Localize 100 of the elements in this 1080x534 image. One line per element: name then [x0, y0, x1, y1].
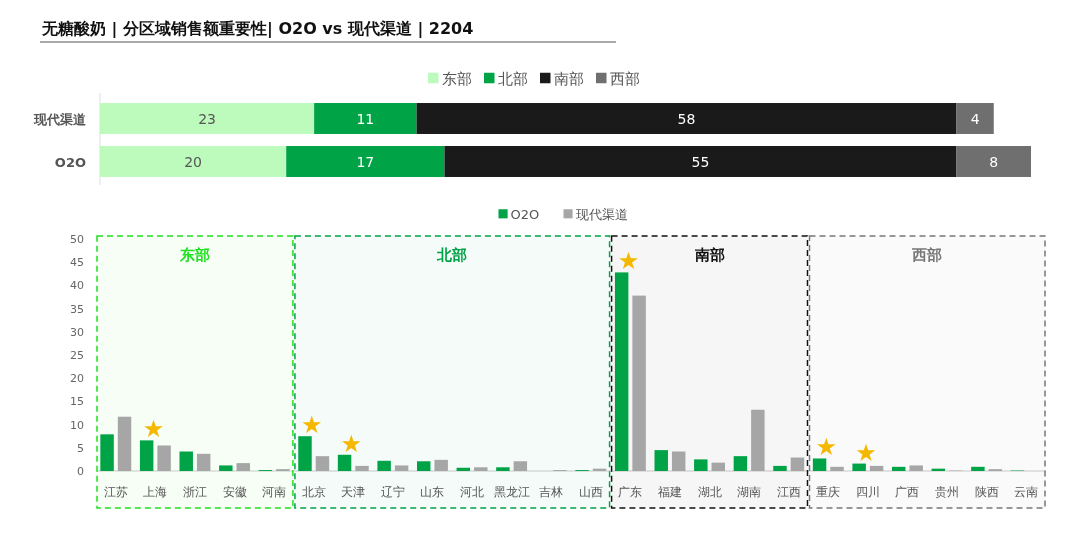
bar [892, 466, 906, 471]
x-tick-label: 安徽 [222, 485, 247, 499]
x-tick-label: 上海 [143, 485, 168, 499]
bar [694, 459, 708, 471]
x-tick-label: 四川 [855, 485, 880, 499]
bar [434, 459, 448, 471]
y-tick-label: 0 [77, 465, 84, 478]
x-tick-label: 江苏 [103, 485, 128, 499]
band-label: 东部 [178, 246, 210, 264]
x-tick-label: 陕西 [974, 485, 999, 499]
x-tick-label: 云南 [1014, 485, 1039, 499]
x-tick-label: 吉林 [539, 485, 564, 499]
y-tick-label: 20 [70, 372, 84, 386]
annotation: ★ [815, 433, 838, 462]
bar [416, 103, 957, 134]
bar [337, 454, 352, 471]
x-tick-label: 湖南 [737, 485, 762, 499]
x-tick-label: 北京 [301, 485, 326, 499]
bar [474, 467, 488, 471]
y-tick-label: 现代渠道 [33, 111, 87, 127]
bar [298, 436, 312, 471]
bar [179, 451, 193, 471]
bar [869, 465, 884, 471]
bar [830, 466, 844, 471]
bar [632, 295, 646, 471]
annotation: ★ [340, 429, 363, 458]
bar [394, 465, 409, 471]
x-tick-label: 重庆 [816, 485, 841, 499]
bar [100, 103, 315, 134]
bar [315, 456, 330, 471]
bar [444, 146, 957, 177]
bar [377, 460, 391, 471]
bar [671, 451, 686, 471]
x-tick-label: 山西 [578, 485, 603, 499]
bar [117, 416, 132, 471]
bar [314, 103, 417, 134]
bar [654, 450, 668, 471]
x-tick-label: 贵州 [935, 485, 960, 499]
legend-label: 东部 [441, 70, 472, 88]
bar [751, 409, 765, 471]
y-tick-label: 45 [70, 256, 84, 270]
x-tick-label: 湖北 [697, 485, 722, 499]
legend-label: 南部 [553, 70, 584, 88]
x-tick-label: 黑龙江 [493, 485, 530, 499]
data-label: 20 [184, 153, 203, 170]
x-tick-label: 福建 [657, 485, 682, 499]
data-label: 55 [691, 153, 710, 170]
y-tick-label: 15 [70, 395, 84, 409]
y-tick-label: 50 [70, 233, 84, 246]
data-label: 11 [356, 110, 375, 127]
bar [773, 465, 787, 471]
x-tick-label: 河南 [262, 485, 287, 499]
bar [100, 434, 114, 471]
bar [971, 466, 985, 471]
data-label: 23 [198, 110, 216, 127]
y-tick-label: 25 [70, 349, 84, 362]
bar [513, 461, 528, 471]
band-label: 南部 [693, 246, 725, 264]
bar [139, 440, 154, 471]
chart-title: 无糖酸奶 | 分区域销售额重要性| O2O vs 现代渠道 | 2204 [41, 19, 474, 39]
y-tick-label: 5 [77, 441, 84, 455]
y-tick-label: 10 [70, 418, 84, 432]
bar [157, 445, 171, 471]
bar [812, 458, 827, 471]
x-tick-label: 江西 [776, 485, 801, 499]
bar [286, 146, 445, 177]
y-tick-label: O2O [54, 154, 86, 170]
data-label: 8 [989, 153, 999, 170]
legend-label: 北部 [497, 70, 528, 88]
annotation: ★ [142, 415, 165, 444]
bar [355, 465, 369, 471]
bar [956, 146, 1031, 177]
legend-label: O2O [510, 207, 540, 222]
annotation: ★ [300, 411, 323, 440]
bar [733, 456, 748, 471]
bar [100, 146, 287, 177]
x-tick-label: 广西 [895, 485, 920, 499]
bar [956, 103, 994, 134]
bar [196, 453, 211, 471]
x-tick-label: 辽宁 [380, 485, 405, 499]
legend-label: 西部 [609, 70, 640, 88]
bar [614, 272, 629, 471]
bar [219, 465, 233, 471]
x-tick-label: 山东 [420, 485, 445, 499]
annotation: ★ [855, 438, 877, 467]
bar [711, 462, 725, 471]
y-tick-label: 30 [70, 325, 84, 339]
band-label: 西部 [911, 246, 943, 264]
bar [496, 467, 510, 471]
annotation: ★ [617, 247, 640, 276]
data-label: 17 [356, 153, 375, 170]
x-tick-label: 天津 [341, 485, 366, 499]
bar [909, 465, 923, 471]
legend-label: 现代渠道 [575, 207, 628, 222]
y-tick-label: 40 [70, 279, 84, 293]
x-tick-label: 河北 [460, 485, 485, 499]
data-label: 4 [970, 110, 980, 127]
bar [417, 461, 431, 471]
bar [236, 463, 250, 471]
x-tick-label: 浙江 [182, 485, 207, 499]
